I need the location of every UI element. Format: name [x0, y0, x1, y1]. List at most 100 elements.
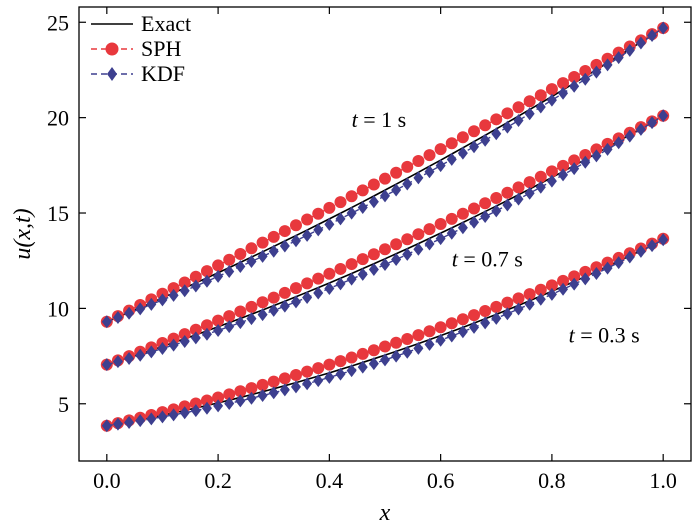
sph-point — [200, 319, 213, 332]
kdf-point — [246, 312, 257, 326]
kdf-point — [569, 162, 580, 176]
kdf-point — [124, 351, 135, 365]
sph-point — [178, 328, 191, 341]
sph-point — [356, 347, 369, 360]
kdf-point — [257, 249, 268, 263]
sph-point — [334, 262, 347, 275]
kdf-point — [313, 286, 324, 300]
kdf-point — [112, 355, 123, 369]
kdf-point — [302, 228, 313, 242]
sph-point — [545, 279, 558, 292]
kdf-point — [324, 370, 335, 384]
y-tick-label: 20 — [47, 106, 69, 131]
sph-point — [356, 253, 369, 266]
sph-point — [579, 64, 592, 77]
kdf-point — [424, 165, 435, 179]
sph-point — [557, 77, 570, 90]
kdf-point — [101, 315, 112, 329]
kdf-point — [658, 21, 669, 35]
kdf-point — [135, 414, 146, 428]
sph-point — [379, 243, 391, 256]
sph-point — [212, 259, 225, 272]
sph-point — [590, 58, 603, 71]
y-tick-label: 25 — [47, 10, 69, 35]
kdf-point — [224, 396, 235, 410]
kdf-point — [413, 341, 424, 355]
legend-item-kdf: KDF — [91, 61, 185, 86]
legend-item-exact: Exact — [91, 11, 191, 36]
sph-point — [445, 317, 458, 330]
kdf-point — [168, 288, 179, 302]
kdf-point — [402, 247, 413, 261]
kdf-point — [213, 323, 224, 337]
sph-point — [456, 131, 469, 144]
kdf-point — [357, 267, 368, 281]
kdf-point — [491, 204, 502, 218]
plot-frame — [78, 6, 692, 462]
sph-point — [256, 378, 269, 391]
sph-point — [334, 355, 347, 368]
sph-point — [334, 196, 347, 209]
sph-point — [234, 305, 247, 318]
kdf-point — [558, 282, 569, 296]
series-kdf-t-0-3-s — [101, 233, 669, 433]
kdf-point — [658, 109, 669, 123]
kdf-point — [302, 377, 313, 391]
sph-point — [312, 207, 325, 220]
sph-point — [568, 154, 581, 167]
kdf-point — [290, 380, 301, 394]
sph-point — [534, 170, 547, 183]
kdf-point — [435, 232, 446, 246]
sph-point — [512, 101, 525, 114]
kdf-point — [480, 316, 491, 330]
kdf-point — [413, 171, 424, 185]
sph-point — [501, 107, 514, 120]
kdf-point — [257, 389, 268, 403]
sph-point — [423, 223, 436, 236]
sph-point — [479, 197, 492, 210]
kdf-point — [157, 342, 168, 356]
x-tick-label: 1.0 — [649, 468, 677, 493]
kdf-point — [591, 149, 602, 163]
x-tick-label: 0.6 — [427, 468, 455, 493]
sph-point — [490, 300, 503, 313]
kdf-point — [435, 159, 446, 173]
kdf-point — [624, 250, 635, 264]
kdf-point — [346, 272, 357, 286]
kdf-point — [380, 258, 390, 272]
kdf-point — [279, 299, 290, 313]
sph-point — [278, 286, 291, 299]
kdf-point — [190, 331, 201, 345]
kdf-point — [613, 51, 624, 65]
kdf-point — [135, 302, 146, 316]
kdf-point — [580, 272, 591, 286]
y-axis-label: u(x,t) — [10, 208, 36, 259]
sph-point — [490, 113, 503, 126]
kdf-point — [101, 419, 112, 433]
sph-point — [390, 166, 403, 179]
kdf-point — [580, 72, 591, 86]
sph-point — [545, 83, 558, 96]
sph-point — [479, 305, 492, 318]
sph-point — [557, 274, 570, 287]
kdf-point — [635, 122, 646, 136]
kdf-point — [502, 307, 513, 321]
kdf-point — [457, 146, 468, 160]
kdf-point — [235, 316, 246, 330]
kdf-point — [235, 394, 246, 408]
legend-label: Exact — [141, 11, 191, 36]
kdf-point — [290, 295, 301, 309]
kdf-point — [224, 265, 235, 279]
axes: 0.0 0.2 0.4 0.6 0.8 1.0 5 10 15 20 25 — [47, 7, 691, 493]
sph-point — [256, 296, 269, 309]
kdf-point — [457, 221, 468, 235]
sph-point — [434, 218, 447, 231]
kdf-point — [524, 297, 535, 311]
sph-point — [401, 160, 414, 173]
sph-point — [267, 375, 280, 388]
sph-point — [256, 236, 269, 249]
kdf-point — [213, 399, 224, 413]
annotations: t = 1 s t = 0.7 s t = 0.3 s — [352, 107, 640, 348]
sph-point — [356, 184, 369, 197]
